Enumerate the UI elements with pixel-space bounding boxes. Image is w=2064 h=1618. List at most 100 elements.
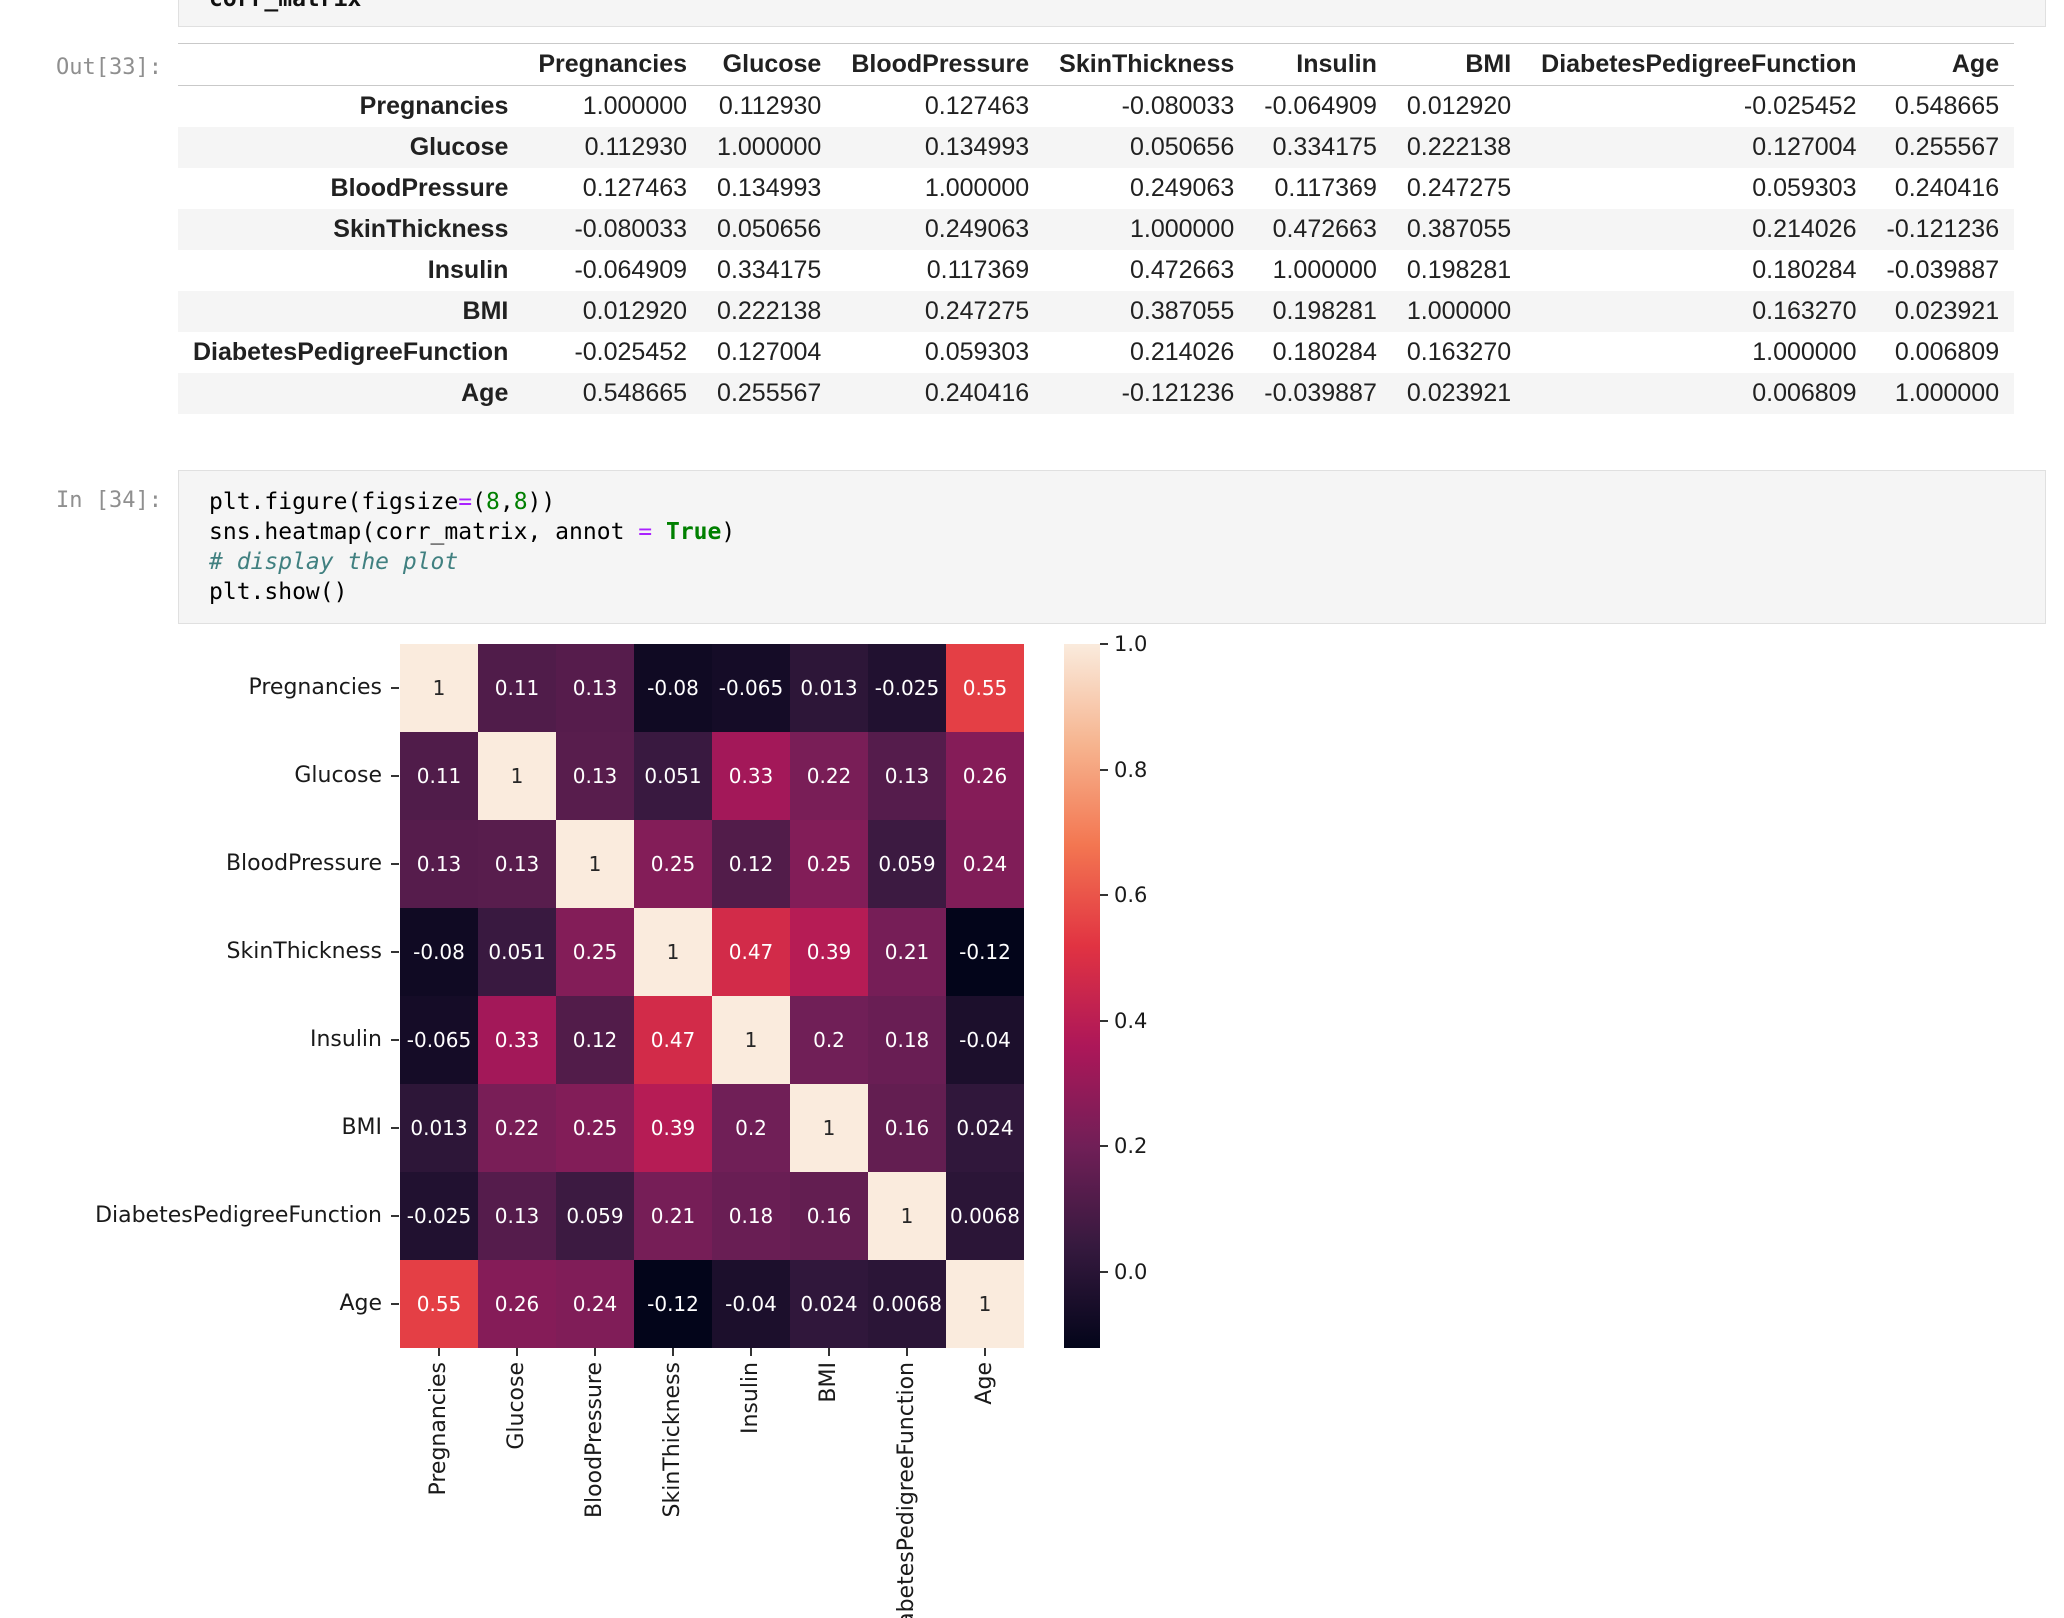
y-tick (391, 1039, 399, 1041)
x-axis-label: BloodPressure (582, 1362, 607, 1519)
table-cell: -0.080033 (1121, 92, 1235, 120)
heatmap-annotation: 0.024 (800, 1292, 858, 1316)
table-cell: -0.080033 (574, 215, 688, 243)
table-cell: 0.247275 (1406, 174, 1512, 202)
heatmap-annotation: 0.25 (572, 1116, 618, 1140)
code-line: plt.show() (209, 577, 2033, 607)
table-cell: -0.039887 (1886, 256, 2000, 284)
heatmap-annotation: 0.33 (728, 764, 774, 788)
heatmap-annotation: 0.12 (728, 852, 774, 876)
table-column-header: BMI (1391, 43, 1527, 86)
heatmap-cell: 0.024 (946, 1084, 1024, 1172)
colorbar-tick (1100, 768, 1108, 771)
colorbar-tick-label: 1.0 (1114, 632, 1148, 656)
table-cell: 0.127463 (582, 174, 688, 202)
heatmap-annotation: 0.13 (572, 676, 618, 700)
table-column-header: Pregnancies (523, 43, 703, 86)
heatmap-cell: 0.33 (478, 996, 556, 1084)
heatmap-annotation: 0.2 (735, 1116, 767, 1140)
heatmap-cell: -0.065 (712, 644, 790, 732)
heatmap-annotation: -0.065 (406, 1028, 472, 1052)
heatmap-annotation: 0.21 (884, 940, 930, 964)
x-tick (828, 1348, 830, 1356)
heatmap-cell: 0.13 (478, 820, 556, 908)
heatmap-annotation: 0.13 (494, 852, 540, 876)
table-cell: 0.472663 (1272, 215, 1377, 243)
heatmap-annotation: 0.013 (410, 1116, 468, 1140)
x-axis-label: BMI (816, 1362, 841, 1403)
x-tick (750, 1348, 752, 1356)
heatmap-cell: -0.08 (400, 908, 478, 996)
table-row: SkinThickness -0.080033 0.050656 0.249063 1.… (178, 209, 2015, 250)
code-token: = (458, 489, 473, 515)
table-row: Age 0.548665 0.255567 0.240416 -0.121236 -0.0… (178, 373, 2015, 414)
heatmap-cell: 1 (790, 1084, 868, 1172)
table-row-label: BMI (462, 297, 509, 325)
table-row-label: SkinThickness (333, 215, 509, 243)
heatmap-cell: 0.2 (790, 996, 868, 1084)
heatmap-annotation: -0.065 (718, 676, 784, 700)
heatmap-cell: -0.025 (400, 1172, 478, 1260)
table-cell: 0.112930 (718, 92, 822, 120)
table-cell: 0.222138 (1406, 133, 1512, 161)
heatmap-annotation: 0.013 (800, 676, 858, 700)
code-editor[interactable]: plt.figure(figsize=(8,8)) sns.heatmap(cor… (178, 470, 2046, 624)
table-column-header: BloodPressure (836, 43, 1045, 86)
heatmap-cell: -0.025 (868, 644, 946, 732)
colorbar-tick-label: 0.8 (1114, 757, 1148, 782)
heatmap-annotation: 0.18 (728, 1204, 774, 1228)
heatmap-cell: 0.18 (712, 1172, 790, 1260)
heatmap-annotation: 1 (510, 764, 524, 788)
code-line: # display the plot (209, 547, 2033, 577)
colorbar-tick-label: 0.6 (1114, 883, 1148, 908)
table-cell: 0.059303 (1752, 174, 1857, 202)
colorbar-tick (1100, 1019, 1108, 1022)
table-cell: 0.255567 (1894, 133, 2000, 161)
table-cell: 1.000000 (717, 133, 822, 161)
partial-code-cell[interactable]: corr_matrix (178, 0, 2046, 27)
heatmap-cell: 1 (556, 820, 634, 908)
table-cell: 0.006809 (1894, 338, 2000, 366)
table-cell: 0.214026 (1752, 215, 1857, 243)
table-cell: 0.198281 (1406, 256, 1512, 284)
heatmap-annotation: 0.2 (813, 1028, 845, 1052)
heatmap-annotation: 0.24 (572, 1292, 618, 1316)
table-cell: 0.134993 (717, 174, 822, 202)
x-axis-label: Insulin (738, 1362, 763, 1435)
table-cell: 0.247275 (924, 297, 1030, 325)
heatmap-cell: 0.24 (946, 820, 1024, 908)
heatmap-annotation: -0.04 (725, 1292, 777, 1316)
table-cell: 0.249063 (1129, 174, 1235, 202)
code-token: 8 (513, 489, 528, 515)
heatmap-annotation: -0.025 (874, 676, 940, 700)
code-token: plt.show() (209, 579, 348, 605)
table-cell: 1.000000 (1272, 256, 1377, 284)
heatmap-cell: 0.22 (790, 732, 868, 820)
table-cell: 0.127004 (1752, 133, 1857, 161)
heatmap-annotation: 0.39 (806, 940, 852, 964)
table-cell: 0.222138 (717, 297, 822, 325)
heatmap-cell: 0.12 (556, 996, 634, 1084)
table-row-label: Insulin (427, 256, 509, 284)
partial-code-text: corr_matrix (209, 0, 361, 14)
heatmap-annotation: 1 (432, 676, 446, 700)
table-column-header: DiabetesPedigreeFunction (1526, 43, 1872, 86)
heatmap-annotation: 0.0068 (950, 1204, 1020, 1228)
x-axis-label: Age (972, 1362, 997, 1405)
table-cell: 1.000000 (1752, 338, 1857, 366)
table-cell: 1.000000 (924, 174, 1030, 202)
table-cell: 1.000000 (1129, 215, 1235, 243)
table-corner-cell (178, 43, 524, 86)
table-column-header: Glucose (702, 43, 837, 86)
heatmap-annotation: 1 (978, 1292, 992, 1316)
table-column-header: SkinThickness (1044, 43, 1250, 86)
table-cell: 0.198281 (1272, 297, 1377, 325)
table-cell: 0.334175 (1272, 133, 1377, 161)
heatmap-cell: 0.21 (634, 1172, 712, 1260)
y-axis-label: Insulin (309, 1027, 382, 1052)
code-token (652, 519, 666, 545)
heatmap-annotation: 0.22 (806, 764, 852, 788)
output-cell: Out[33]: Pregnancies Glucose BloodPressure… (0, 43, 2064, 414)
heatmap-annotation: 0.25 (806, 852, 852, 876)
y-tick (391, 1215, 399, 1217)
